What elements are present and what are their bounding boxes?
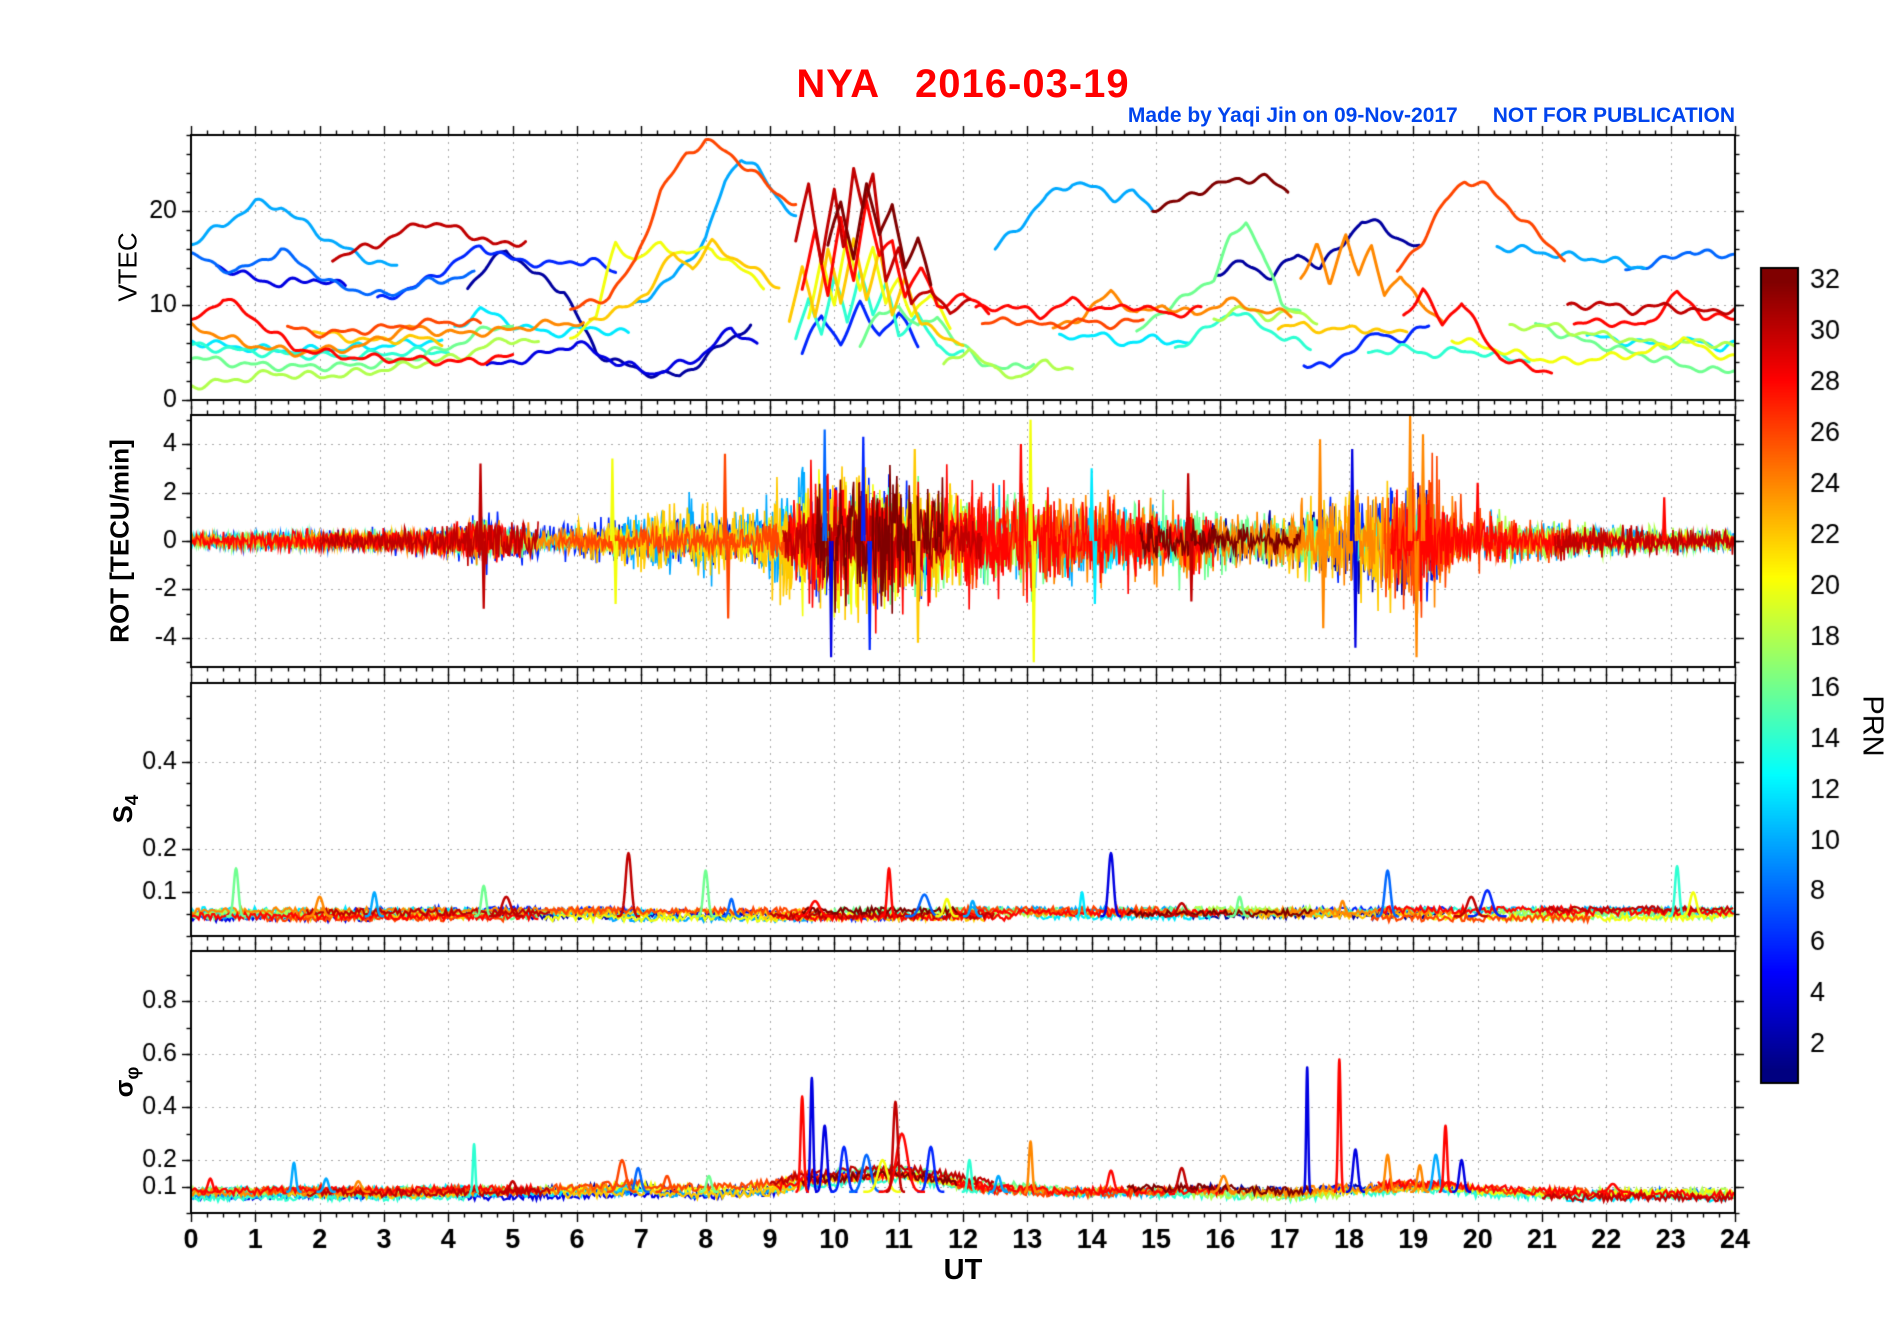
y-axis-label-rot-text: ROT [TECU/min] [104,439,135,643]
y-axis-label-rot: ROT [TECU/min] [104,439,139,643]
y-axis-label-vtec: VTEC [112,232,147,301]
y-axis-label-s4: S4 [108,795,144,824]
chart-title: NYA 2016-03-19 [796,62,1130,106]
x-axis-label: UT [943,1254,983,1286]
credit-note: Made by Yaqi Jin on 09-Nov-2017 NOT FOR … [1127,104,1735,127]
y-axis-label-sigma-phi-sub: φ [122,1066,143,1080]
y-axis-label-sigma-phi: σφ [108,1067,143,1098]
y-axis-label-sigma-phi-text: σ [108,1079,139,1098]
y-axis-label-s4-text: S [107,805,138,824]
y-axis-label-s4-sub: 4 [122,794,144,806]
y-axis-label-vtec-text: VTEC [112,232,143,302]
colorbar-label: PRN [1856,695,1889,757]
